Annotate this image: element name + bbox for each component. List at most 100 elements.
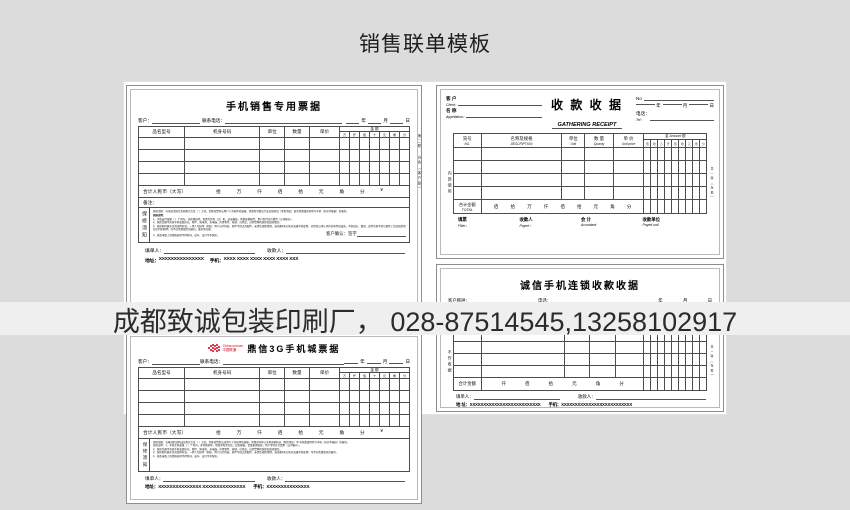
form-footer: 填票 Filler： 收款人 Payee： 会 计 Acountant 收款单位… — [458, 217, 704, 228]
table-header-row: 品名型号 机身号码 单位 数量 单价 金 额 万 仟 佰 十 — [137, 367, 410, 379]
form-stub-label: 第二联 白色（客户联） — [417, 134, 421, 192]
remark-row: 备注： — [138, 197, 410, 208]
col-unit: 单位 Unit — [561, 133, 586, 148]
filler-field: 填单人： — [145, 247, 255, 254]
items-table: 货号 NO. 名称及规格 DESCRIPTION 单位 Unit 数 量 — [452, 133, 708, 214]
table-header-row: 品名型号 机身号码 单位 数量 单价 金 额 万 仟 佰 十 — [137, 126, 410, 138]
product-image-card: 手机销售专用票据 客户： 联系电话： 年 月 日 — [124, 82, 726, 504]
notices-row: 保修须知 保修须知：在移动机话机成告购买之日（ ）之内，若移动警科法适用户人为损… — [138, 437, 410, 473]
table-header-row: 货号 NO. 名称及规格 DESCRIPTION 单位 Unit 数 量 — [452, 133, 708, 148]
form-title-en: GATHERING RECEIPT — [551, 122, 623, 129]
payee-field: 收款人 Payee： — [519, 217, 533, 228]
client-fields: 客 户 Client： 名 称 Appellation： — [446, 96, 542, 119]
form-stub-label: 第一联（存根） — [710, 344, 715, 379]
amount-column: 金 Amount 额 佰 拾 万 仟 佰 拾 元 — [643, 133, 708, 148]
phone-label: 手机： — [209, 259, 224, 264]
date-field: 年 月 日 — [344, 359, 410, 365]
form-title: 诚信手机连锁收款收据 — [520, 281, 640, 292]
form-mobile-sales-receipt: 手机销售专用票据 客户： 联系电话： 年 月 日 — [126, 85, 422, 327]
table-row — [137, 402, 410, 415]
table-row — [137, 137, 410, 150]
items-table: 品名型号 机身号码 单位 数量 单价 金 额 万 仟 佰 十 — [137, 126, 410, 243]
warranty-notices: 保修须知：在电话或短信告知购买之日（ ）之内，若移动警科法用户人为损坏的故障，消… — [153, 210, 406, 238]
form-title-cn: 收 款 收 据 — [550, 98, 623, 112]
table-row — [137, 173, 410, 186]
customer-field: 客户： — [138, 118, 200, 124]
internal-use-side-label: 内部使用 — [447, 170, 453, 195]
date-field: 年 月 日 — [636, 103, 714, 109]
customer-field: 客户： — [138, 359, 200, 365]
warranty-side-label: 保修须知 — [139, 439, 150, 472]
payee-field: 收款人： — [267, 247, 405, 254]
warranty-side-label: 保修须知 — [139, 208, 150, 242]
address-value: XXXXXXXXXXXXXXX XXXXXXXXXXXXXXX — [158, 484, 246, 490]
page-title: 销售联单模板 — [359, 33, 491, 56]
form-title: 鼎信3G手机城票据 — [247, 344, 341, 354]
address-label: 地址： — [145, 259, 159, 264]
form-stub-label: 第一联（存根） — [710, 166, 715, 201]
form-dingxin-3g-receipt: China unicom 中国联通 鼎信3G手机城票据 客户： 联系电话： 年 … — [126, 332, 422, 504]
total-label: 合计人民币（大写） — [143, 431, 187, 436]
total-label: 合计人民币（大写） — [143, 190, 187, 195]
phone-value: XXXXXXXXXXXXXXXXXXXXXXXXXX — [561, 402, 633, 407]
table-row — [137, 390, 410, 403]
col-no: 货号 NO. — [452, 133, 482, 148]
appellation-field: 名 称 Appellation： — [446, 108, 542, 119]
amount-column: 金 额 万 仟 佰 十 元 角 分 — [339, 126, 410, 138]
table-row — [452, 173, 708, 187]
unicom-knot-icon — [207, 344, 221, 353]
phone-label: 手机： — [253, 484, 267, 490]
address-label: 地 址： — [456, 402, 470, 407]
table-row — [137, 414, 410, 427]
table-row — [137, 378, 410, 391]
no-and-date: No 年 月 日 电话： Tel： — [632, 96, 714, 122]
contact-phone-field: 联系电话： — [202, 118, 342, 124]
table-row — [452, 353, 708, 366]
unicom-wordmark: China unicom 中国联通 — [222, 343, 244, 352]
address-label: 地址： — [145, 484, 159, 490]
form-gathering-receipt: 客 户 Client： 名 称 Appellation： 收 — [436, 85, 724, 259]
total-row: 合计人民币（大写） 拾 万 仟 佰 拾 元 角 分 — [138, 426, 410, 439]
form-title: 手机销售专用票据 — [226, 102, 322, 113]
form-footer: 填单人： 收款人： 地址： XXXXXXXXXXXXXXX 手机： XXXX X… — [145, 247, 405, 264]
total-row: 合计金额 仟 佰 拾 元 角 分 — [452, 377, 708, 391]
phone-value: XXXXXXXXXXXXXXX — [266, 484, 310, 490]
accountant-field: 会 计 Acountant — [581, 217, 597, 227]
table-row — [452, 341, 708, 354]
warranty-notices: 保修须知：在移动机话机成告购买之日（ ）之内，若移动警科法适用户人为损坏的故障，… — [153, 441, 350, 458]
table-row — [452, 160, 708, 174]
table-row — [137, 149, 410, 162]
phone-label: 手机： — [548, 402, 562, 407]
total-label: 合计金额 TOTAL — [452, 199, 482, 214]
phone-value: XXXX XXXX XXXX XXXX XXXX XXX — [223, 257, 299, 262]
header-fields: 客户： 联系电话： 年 月 日 — [138, 118, 410, 124]
total-label: 合计金额 — [452, 377, 482, 391]
table-row — [452, 186, 708, 200]
total-row: 合计人民币（大写） 拾 万 仟 佰 拾 元 角 分 — [138, 185, 410, 198]
watermark-band — [0, 302, 850, 335]
contact-phone-field: 联系电话： — [200, 359, 344, 365]
address-value: XXXXXXXXXXXXXXXXXXXXXXXXXX — [469, 402, 541, 407]
notices-row: 保修须知 保修须知：在电话或短信告知购买之日（ ）之内，若移动警科法用户人为损坏… — [138, 207, 410, 243]
total-row: 合计金额 TOTAL 佰 拾 万 仟 佰 拾 元 — [452, 199, 708, 214]
china-unicom-logo: China unicom 中国联通 — [207, 343, 244, 353]
amount-column: 金 额 万 仟 佰 十 元 角 分 — [339, 367, 410, 379]
items-table: 品名型号 机身号码 单位 数量 单价 金 额 万 仟 佰 十 — [137, 367, 410, 473]
table-row — [452, 365, 708, 378]
table-row — [452, 147, 708, 161]
form-footer: 填单人： 收款人： 地 址： XXXXXXXXXXXXXXXXXXXXXXXXX… — [456, 394, 706, 408]
col-quantity: 数 量 Quanty — [584, 133, 614, 148]
filler-field: 填单人： — [456, 394, 560, 400]
customer-confirm-field: 客户确认：签字 — [326, 231, 406, 238]
col-unitprice: 单 价 Unit price — [612, 133, 645, 148]
payee-field: 收款人： — [578, 394, 706, 400]
watermark-text: 成都致诚包装印刷厂， 028-87514545,13258102917 — [112, 306, 738, 337]
filler-field: 填单人： — [145, 476, 255, 483]
table-row — [137, 161, 410, 174]
payee-field: 收款人： — [267, 476, 405, 483]
address-value: XXXXXXXXXXXXXXX — [158, 257, 204, 262]
form-footer: 填单人： 收款人： 地址： XXXXXXXXXXXXXXX XXXXXXXXXX… — [145, 476, 405, 490]
no-receipt-side-label: 不作收据 — [447, 349, 453, 374]
brand-title-row: China unicom 中国联通 鼎信3G手机城票据 — [135, 342, 413, 355]
no-label: No — [636, 96, 642, 101]
